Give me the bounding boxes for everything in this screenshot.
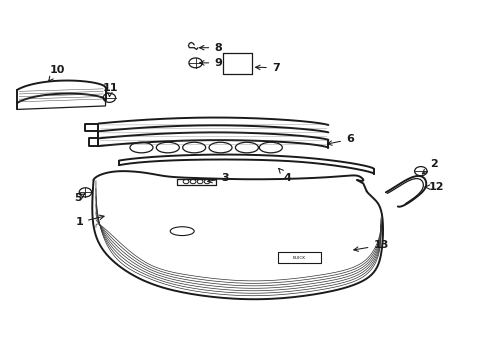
Text: 13: 13 (353, 240, 388, 251)
Ellipse shape (183, 142, 205, 153)
Circle shape (204, 180, 209, 184)
Ellipse shape (130, 142, 153, 153)
Text: 9: 9 (199, 58, 222, 68)
Ellipse shape (156, 142, 179, 153)
Circle shape (197, 180, 203, 184)
Ellipse shape (235, 142, 258, 153)
Text: BUICK: BUICK (292, 256, 305, 260)
Text: 6: 6 (327, 134, 353, 145)
Text: 2: 2 (422, 159, 437, 174)
Circle shape (188, 58, 202, 68)
Text: 5: 5 (74, 193, 84, 203)
Text: 1: 1 (75, 215, 104, 227)
Text: 8: 8 (199, 43, 222, 53)
Circle shape (183, 180, 188, 184)
Ellipse shape (170, 227, 194, 235)
Text: 4: 4 (278, 168, 291, 183)
Ellipse shape (208, 142, 232, 153)
Text: 12: 12 (425, 182, 443, 192)
Circle shape (414, 167, 426, 176)
Circle shape (79, 188, 91, 197)
Text: 3: 3 (207, 173, 229, 183)
Ellipse shape (259, 142, 282, 153)
Circle shape (103, 93, 115, 102)
Circle shape (190, 180, 196, 184)
Bar (278, 252, 321, 263)
Text: 7: 7 (255, 63, 279, 73)
Text: 10: 10 (49, 65, 65, 81)
Text: 11: 11 (102, 82, 118, 96)
